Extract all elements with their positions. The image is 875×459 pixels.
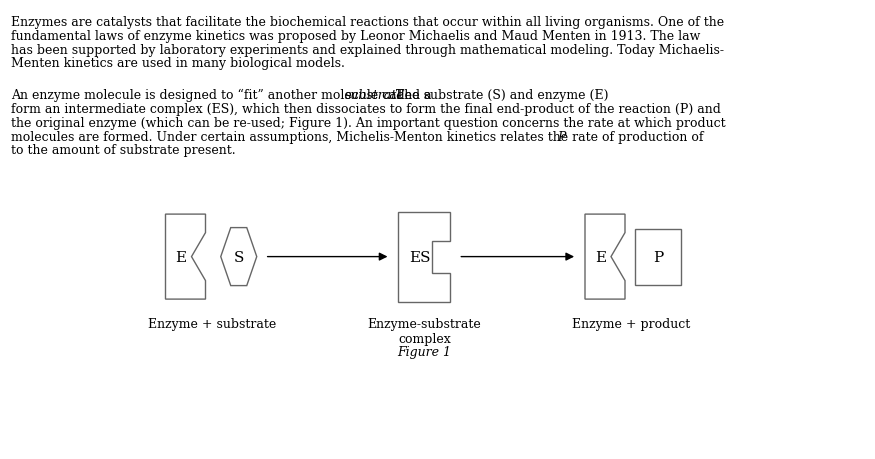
Polygon shape: [165, 215, 206, 299]
Text: Enzyme + product: Enzyme + product: [572, 318, 690, 330]
Text: Enzyme + substrate: Enzyme + substrate: [148, 318, 276, 330]
Polygon shape: [220, 228, 256, 286]
Text: form an intermediate complex (ES), which then dissociates to form the final end-: form an intermediate complex (ES), which…: [11, 103, 721, 116]
Text: molecules are formed. Under certain assumptions, Michelis-Menton kinetics relate: molecules are formed. Under certain assu…: [11, 130, 708, 143]
Text: to the amount of substrate present.: to the amount of substrate present.: [11, 144, 236, 157]
Text: P: P: [653, 250, 663, 264]
Polygon shape: [635, 229, 681, 285]
Text: Menten kinetics are used in many biological models.: Menten kinetics are used in many biologi…: [11, 57, 346, 70]
Text: substrate: substrate: [345, 89, 404, 102]
Text: An enzyme molecule is designed to “fit” another molecule called a: An enzyme molecule is designed to “fit” …: [11, 89, 436, 102]
Text: E: E: [176, 250, 186, 264]
Text: the original enzyme (which can be re-used; Figure 1). An important question conc: the original enzyme (which can be re-use…: [11, 117, 726, 129]
Text: . The substrate (S) and enzyme (E): . The substrate (S) and enzyme (E): [388, 89, 608, 102]
Text: ES: ES: [410, 250, 430, 264]
Text: Enzyme-substrate
complex: Enzyme-substrate complex: [368, 318, 481, 345]
Polygon shape: [585, 215, 625, 299]
Polygon shape: [398, 212, 451, 302]
Text: has been supported by laboratory experiments and explained through mathematical : has been supported by laboratory experim…: [11, 44, 724, 56]
Text: fundamental laws of enzyme kinetics was proposed by Leonor Michaelis and Maud Me: fundamental laws of enzyme kinetics was …: [11, 30, 701, 43]
Text: Enzymes are catalysts that facilitate the biochemical reactions that occur withi: Enzymes are catalysts that facilitate th…: [11, 16, 724, 29]
Text: E: E: [595, 250, 606, 264]
Text: P: P: [556, 130, 565, 143]
Text: S: S: [234, 250, 244, 264]
Text: Figure 1: Figure 1: [397, 345, 452, 358]
